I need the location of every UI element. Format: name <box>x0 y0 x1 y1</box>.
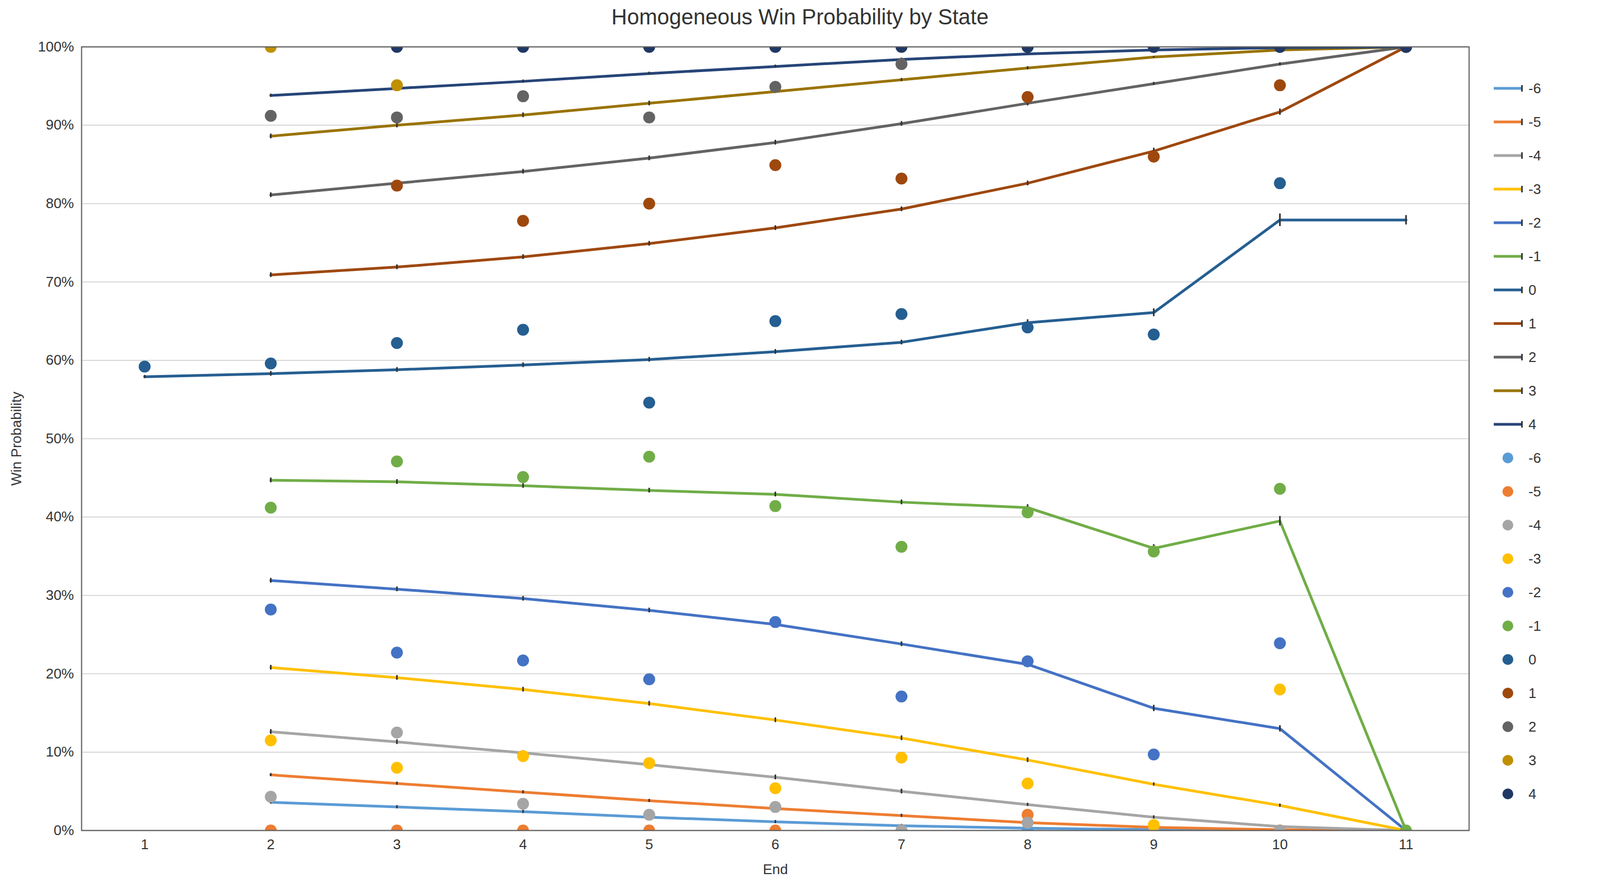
svg-text:80%: 80% <box>45 195 74 212</box>
html-text:1: 1 <box>1528 315 1537 332</box>
svg-text:90%: 90% <box>45 116 74 133</box>
svg-text:8: 8 <box>1023 836 1032 853</box>
svg-text:60%: 60% <box>45 351 74 369</box>
html-text:-2: -2 <box>1528 584 1541 601</box>
html-text:3: 3 <box>1528 382 1537 399</box>
svg-text:4: 4 <box>519 836 527 853</box>
svg-text:1: 1 <box>140 836 149 853</box>
svg-text:70%: 70% <box>45 273 74 290</box>
svg-text:10%: 10% <box>45 743 74 760</box>
svg-text:11: 11 <box>1398 836 1414 853</box>
svg-text:7: 7 <box>897 836 906 853</box>
html-text:-4: -4 <box>1528 147 1541 164</box>
html-text:4: 4 <box>1528 785 1537 802</box>
html-text:-3: -3 <box>1528 550 1541 567</box>
html-text:-6: -6 <box>1528 79 1541 97</box>
html-text:-4: -4 <box>1528 516 1541 534</box>
svg-text:9: 9 <box>1149 836 1158 853</box>
svg-text:20%: 20% <box>45 665 74 682</box>
html-text:-3: -3 <box>1528 180 1541 198</box>
svg-text:10: 10 <box>1272 836 1288 853</box>
html-text:0: 0 <box>1528 651 1537 668</box>
html-text:4: 4 <box>1528 415 1537 433</box>
html-text:Homogeneous Win Probability by: Homogeneous Win Probability by State <box>611 4 989 29</box>
svg-text:5: 5 <box>645 836 654 853</box>
svg-text:0%: 0% <box>53 822 75 839</box>
html-text:-2: -2 <box>1528 214 1541 231</box>
svg-text:Win Probability: Win Probability <box>8 391 25 486</box>
html-text:3: 3 <box>1528 752 1537 769</box>
html-text:-1: -1 <box>1528 247 1541 265</box>
svg-text:50%: 50% <box>45 430 74 447</box>
html-text:2: 2 <box>1528 718 1537 735</box>
svg-text:3: 3 <box>392 836 401 853</box>
html-text:-5: -5 <box>1528 113 1541 130</box>
svg-text:40%: 40% <box>45 508 74 525</box>
svg-text:30%: 30% <box>45 586 74 604</box>
html-text:0: 0 <box>1528 281 1537 298</box>
svg-text:End: End <box>762 861 788 878</box>
html-text:-6: -6 <box>1528 449 1541 466</box>
html-text:2: 2 <box>1528 348 1537 366</box>
svg-text:100%: 100% <box>37 38 75 55</box>
svg-text:2: 2 <box>266 836 275 853</box>
html-text:-1: -1 <box>1528 617 1541 634</box>
svg-text:6: 6 <box>771 836 779 853</box>
html-text:1: 1 <box>1528 684 1537 702</box>
html-text:-5: -5 <box>1528 483 1541 500</box>
